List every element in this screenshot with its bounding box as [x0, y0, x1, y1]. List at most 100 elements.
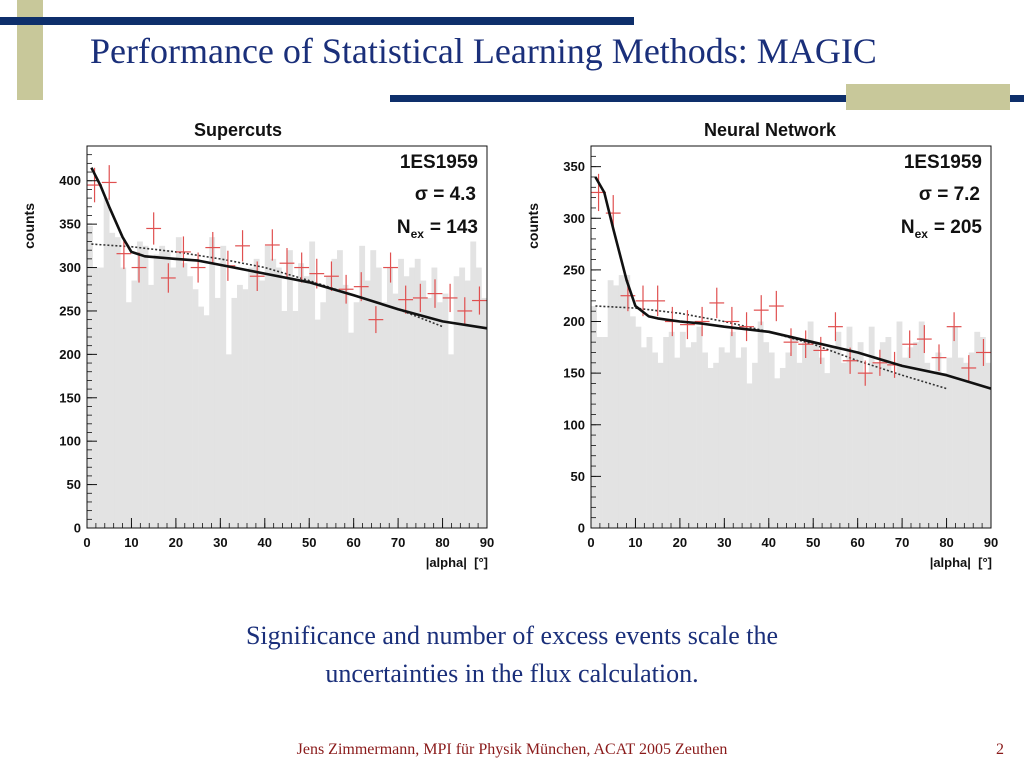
y-tick-label: 350 [563, 159, 585, 174]
solid-fit-line [594, 176, 992, 390]
off-histogram-bar [613, 285, 620, 528]
on-data-point [976, 339, 991, 366]
off-histogram-bar [702, 352, 708, 528]
off-histogram-bar [841, 362, 847, 528]
off-histogram-bar [353, 302, 360, 528]
dashed-fit-curve [595, 305, 947, 390]
off-histogram-bar [387, 267, 393, 528]
off-histogram-bar [802, 342, 808, 528]
caption-line-2: uncertainties in the flux calculation. [325, 659, 699, 688]
caption-line-1: Significance and number of excess events… [245, 621, 779, 650]
on-data-point [680, 310, 695, 340]
y-tick-label: 100 [563, 417, 585, 432]
x-tick-label: 10 [628, 535, 642, 550]
off-histogram-bar [114, 237, 121, 528]
off-histogram-bar [314, 319, 321, 528]
off-histogram-bar [774, 378, 781, 528]
on-data-point [131, 252, 147, 283]
y-tick-label: 100 [59, 434, 81, 449]
on-data-point [828, 312, 843, 342]
off-histogram-bar [170, 267, 177, 528]
off-histogram-bar [724, 352, 731, 528]
y-tick-label: 250 [59, 303, 81, 318]
off-histogram-bar [807, 321, 814, 528]
y-tick-label: 150 [563, 366, 585, 381]
solid-fit-line [90, 167, 488, 330]
on-data-point [739, 312, 754, 342]
page-number: 2 [996, 741, 1004, 758]
off-histogram-bar [231, 297, 238, 528]
y-tick-label: 200 [59, 347, 81, 362]
x-axis-label: |alpha| [°] [930, 555, 992, 570]
off-histogram-bar [885, 337, 892, 528]
off-histogram-bar [342, 284, 349, 528]
off-histogram-bar [874, 362, 881, 528]
on-data-point [783, 328, 799, 357]
on-data-point [857, 360, 873, 386]
on-data-point [160, 263, 176, 293]
y-tick-label: 300 [59, 260, 81, 275]
on-data-point [946, 312, 962, 342]
off-histogram-bar [868, 326, 875, 528]
off-histogram-bar [924, 362, 931, 528]
x-axis-ticks: 0 10 20 30 40 50 60 70 80 90 [587, 518, 998, 550]
on-data-point [249, 261, 265, 292]
off-histogram-bar [425, 297, 432, 528]
x-tick-label: 90 [480, 535, 494, 550]
on-data-point [902, 330, 918, 359]
off-histogram-bar [470, 241, 477, 528]
off-histogram-bar [735, 357, 742, 528]
off-histogram-bar [752, 362, 758, 528]
off-histogram [591, 275, 992, 528]
off-histogram-bar [287, 250, 293, 528]
header-navy-bar-bottom [390, 95, 1024, 102]
x-axis-ticks: 0 10 20 30 40 50 60 70 80 90 [83, 518, 494, 550]
on-data-point [235, 230, 250, 262]
x-tick-label: 60 [346, 535, 360, 550]
on-data-point [101, 165, 117, 200]
off-histogram-bar [375, 267, 382, 528]
off-histogram-bar [203, 315, 210, 528]
off-histogram-bar [652, 352, 658, 528]
on-data-point [709, 287, 725, 319]
off-histogram-bar [325, 276, 332, 528]
off-histogram-bar [448, 354, 454, 528]
off-histogram-bar [602, 337, 608, 528]
y-tick-label: 350 [59, 217, 81, 232]
x-tick-label: 90 [984, 535, 998, 550]
off-histogram-bar [87, 225, 93, 528]
on-data-point [190, 252, 206, 283]
y-tick-label: 0 [578, 521, 585, 536]
off-histogram-bar [863, 373, 870, 528]
on-data-point [472, 286, 487, 315]
on-data-point [931, 344, 947, 371]
y-tick-label: 0 [74, 521, 81, 536]
x-axis-label: |alpha| [°] [426, 555, 488, 570]
on-data-point [412, 283, 428, 313]
off-histogram-bar [192, 289, 199, 528]
on-data-point [457, 297, 473, 325]
off-histogram-bar [746, 383, 753, 528]
off-histogram-bar [370, 250, 377, 528]
x-tick-label: 50 [806, 535, 820, 550]
off-histogram-bar [364, 280, 371, 528]
off-histogram-bar [292, 310, 299, 528]
sigma-label: σ = 7.2 [919, 184, 980, 205]
off-histogram-bar [941, 373, 947, 528]
chart-title: Neural Network [704, 120, 837, 140]
y-axis-label: counts [525, 203, 541, 249]
solid-fit-curve [90, 167, 488, 330]
on-data-point [294, 252, 310, 283]
off-histogram-bar [348, 332, 354, 528]
on-data-point [961, 355, 977, 381]
off-histogram-bar [979, 337, 986, 528]
on-data-point [442, 283, 458, 313]
x-tick-label: 30 [213, 535, 227, 550]
off-histogram-bar [164, 250, 171, 528]
off-histogram-bar [264, 245, 271, 528]
on-data-point [116, 238, 132, 270]
on-data-point [768, 290, 784, 322]
off-histogram-bar [857, 342, 864, 528]
y-axis-ticks: 0 50 100 150 200 250 300 350 [563, 145, 601, 536]
off-histogram-bar [785, 352, 792, 528]
